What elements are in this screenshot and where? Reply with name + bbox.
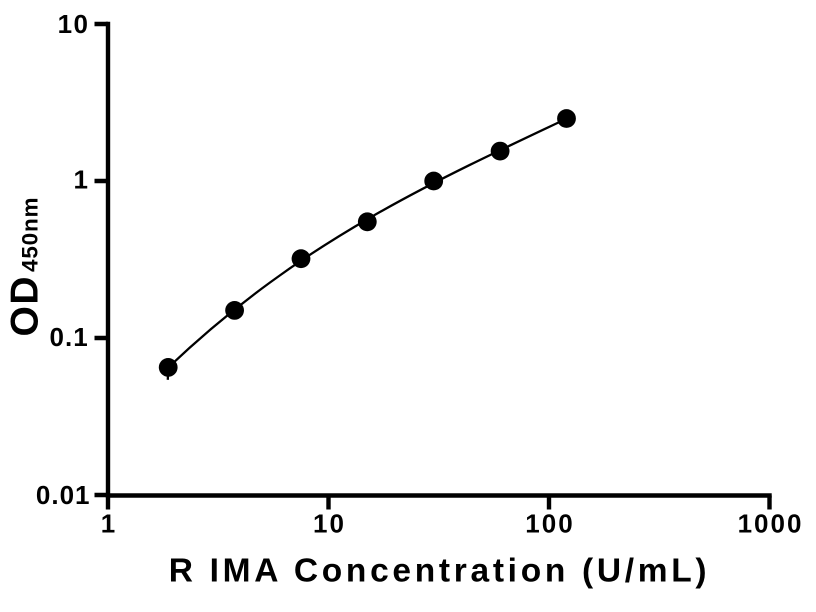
svg-text:10: 10 [58,9,90,39]
svg-text:OD450nm: OD450nm [4,197,47,337]
svg-text:1: 1 [101,509,115,539]
svg-text:0.1: 0.1 [50,322,89,352]
svg-text:0.01: 0.01 [36,480,91,510]
svg-text:R IMA Concentration (U/mL): R IMA Concentration (U/mL) [169,552,711,589]
svg-text:1: 1 [74,165,88,195]
svg-text:1000: 1000 [738,509,804,539]
svg-text:10: 10 [313,509,346,539]
svg-text:100: 100 [525,509,574,539]
